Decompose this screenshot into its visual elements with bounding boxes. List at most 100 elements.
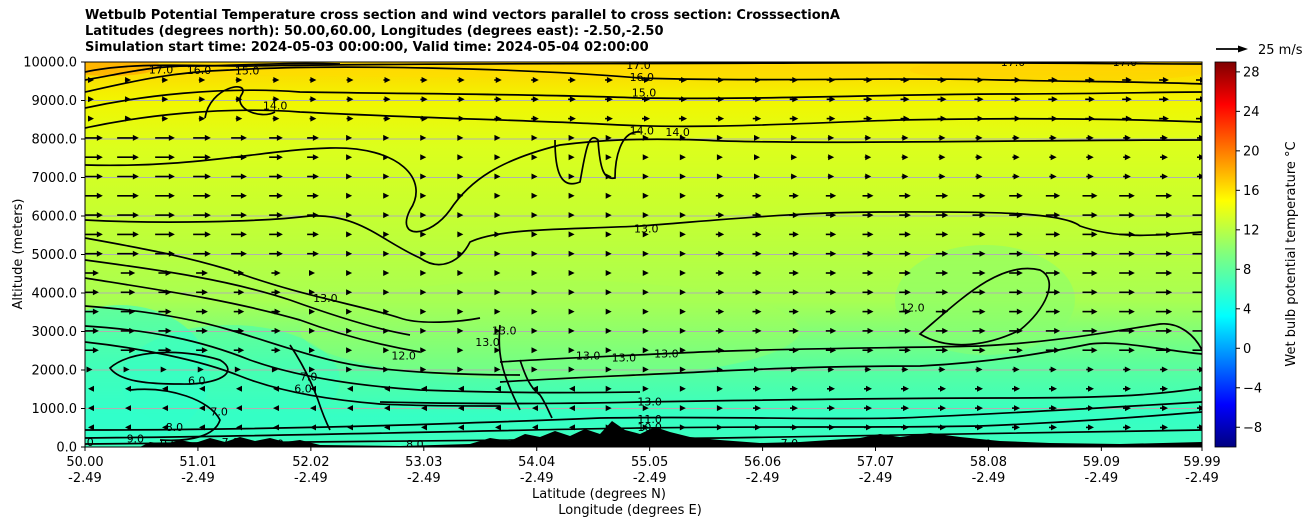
- wind-vector: [679, 173, 686, 180]
- colorbar-gradient: [1214, 61, 1237, 448]
- wind-vector: [1086, 366, 1094, 373]
- wind-vector: [569, 405, 575, 412]
- wind-vector: [233, 327, 245, 334]
- wind-vector: [1085, 96, 1095, 103]
- wind-vector: [420, 327, 427, 334]
- wind-vector: [88, 405, 94, 412]
- contour-label: 7.0: [210, 405, 228, 418]
- wind-vector: [1192, 272, 1202, 274]
- contour-label: 13.0: [654, 348, 679, 361]
- wind-vector: [900, 115, 910, 122]
- wind-vector: [85, 134, 103, 141]
- wind-vector: [1086, 385, 1094, 392]
- wind-vector: [269, 173, 283, 180]
- wind-vector: [383, 347, 390, 354]
- wind-vector: [1082, 347, 1098, 354]
- wind-vector: [938, 173, 946, 180]
- wind-vector: [825, 231, 837, 238]
- wind-vector: [715, 270, 725, 276]
- wind-vector: [271, 366, 278, 373]
- contour-line: [85, 138, 1202, 233]
- wind-vector: [716, 366, 723, 373]
- chart-title: Wetbulb Potential Temperature cross sect…: [85, 8, 840, 56]
- colorbar-tick-label: −4: [1243, 381, 1262, 396]
- colorbar-tick-label: 28: [1243, 65, 1260, 80]
- x-tick-label-lat: 58.08: [970, 455, 1007, 470]
- wind-vector: [231, 192, 247, 199]
- wind-vector: [420, 212, 427, 219]
- wind-vector: [1119, 212, 1135, 219]
- wind-vector: [715, 308, 725, 315]
- wind-vector: [1012, 154, 1020, 161]
- wind-vector: [715, 250, 725, 257]
- x-tick-label-lon: -2.49: [972, 471, 1006, 486]
- wind-vector: [457, 134, 464, 141]
- wind-vector: [935, 212, 949, 219]
- wind-vector: [457, 308, 464, 315]
- wind-vector: [935, 231, 949, 238]
- wind-vector: [825, 212, 837, 219]
- wind-vector: [715, 192, 725, 199]
- wind-vector: [383, 212, 390, 219]
- contour-label: 11.0: [637, 413, 662, 426]
- colorbar-tick-label: 12: [1243, 223, 1260, 238]
- wind-vector: [605, 270, 612, 276]
- wind-vector: [605, 134, 612, 141]
- wind-vector: [1049, 385, 1057, 392]
- wind-vector: [605, 192, 612, 199]
- wind-vector: [155, 173, 175, 180]
- wind-vector: [494, 289, 501, 296]
- wind-vector: [1011, 115, 1021, 122]
- wind-vector: [825, 289, 837, 296]
- wind-vector: [752, 250, 762, 257]
- wind-vector: [1160, 366, 1168, 373]
- wind-vector: [568, 327, 575, 334]
- y-axis-label: Altitude (meters): [11, 199, 26, 310]
- wind-vector: [420, 347, 427, 354]
- x-tick-label-lon: -2.49: [1185, 471, 1219, 486]
- y-tick-label: 10000.0: [23, 56, 77, 71]
- x-axis-label-2: Longitude (degrees E): [558, 503, 702, 518]
- y-tick-label: 3000.0: [32, 325, 78, 340]
- wind-vector: [1048, 115, 1058, 122]
- wind-vector: [679, 212, 686, 219]
- wind-vector: [605, 366, 612, 373]
- wind-vector: [901, 173, 909, 180]
- x-tick-label-lat: 56.06: [744, 455, 781, 470]
- wind-vector: [457, 366, 464, 373]
- wind-vector: [972, 270, 986, 276]
- wind-vector: [236, 385, 242, 392]
- plot-area: 17.0 16.0 15.014.017.016.015.014.0 14.013.0…: [85, 62, 1202, 447]
- wind-vector: [569, 385, 575, 392]
- wind-vector: [679, 327, 686, 334]
- wind-vector: [753, 385, 761, 392]
- wind-vector: [975, 405, 983, 412]
- wind-vector: [1192, 310, 1202, 313]
- contour-line: [85, 109, 1202, 129]
- wind-vector: [1009, 270, 1023, 276]
- wind-vector: [1086, 173, 1094, 180]
- wind-vector: [862, 289, 874, 296]
- wind-vector: [383, 366, 390, 373]
- wind-vector: [899, 308, 911, 315]
- wind-vector: [863, 96, 873, 103]
- wind-vector: [161, 96, 169, 103]
- quiver-key: 25 m/s: [1216, 43, 1303, 58]
- wind-vector: [85, 154, 103, 161]
- contour-line: [85, 89, 1202, 109]
- wind-vector: [935, 308, 949, 315]
- wind-vector: [346, 308, 353, 315]
- wind-vector: [716, 424, 723, 431]
- wind-vector: [568, 270, 575, 276]
- wind-vector: [1119, 250, 1135, 257]
- wind-vector: [347, 385, 353, 392]
- wind-vector: [972, 212, 986, 219]
- wind-vector: [117, 192, 139, 199]
- wind-vector: [568, 212, 575, 219]
- wind-vector: [1082, 250, 1098, 257]
- wind-vector: [972, 231, 986, 238]
- wind-vector: [124, 115, 132, 122]
- y-tick-label: 0.0: [56, 441, 77, 456]
- wind-vector: [568, 173, 575, 180]
- wind-vector: [494, 270, 501, 276]
